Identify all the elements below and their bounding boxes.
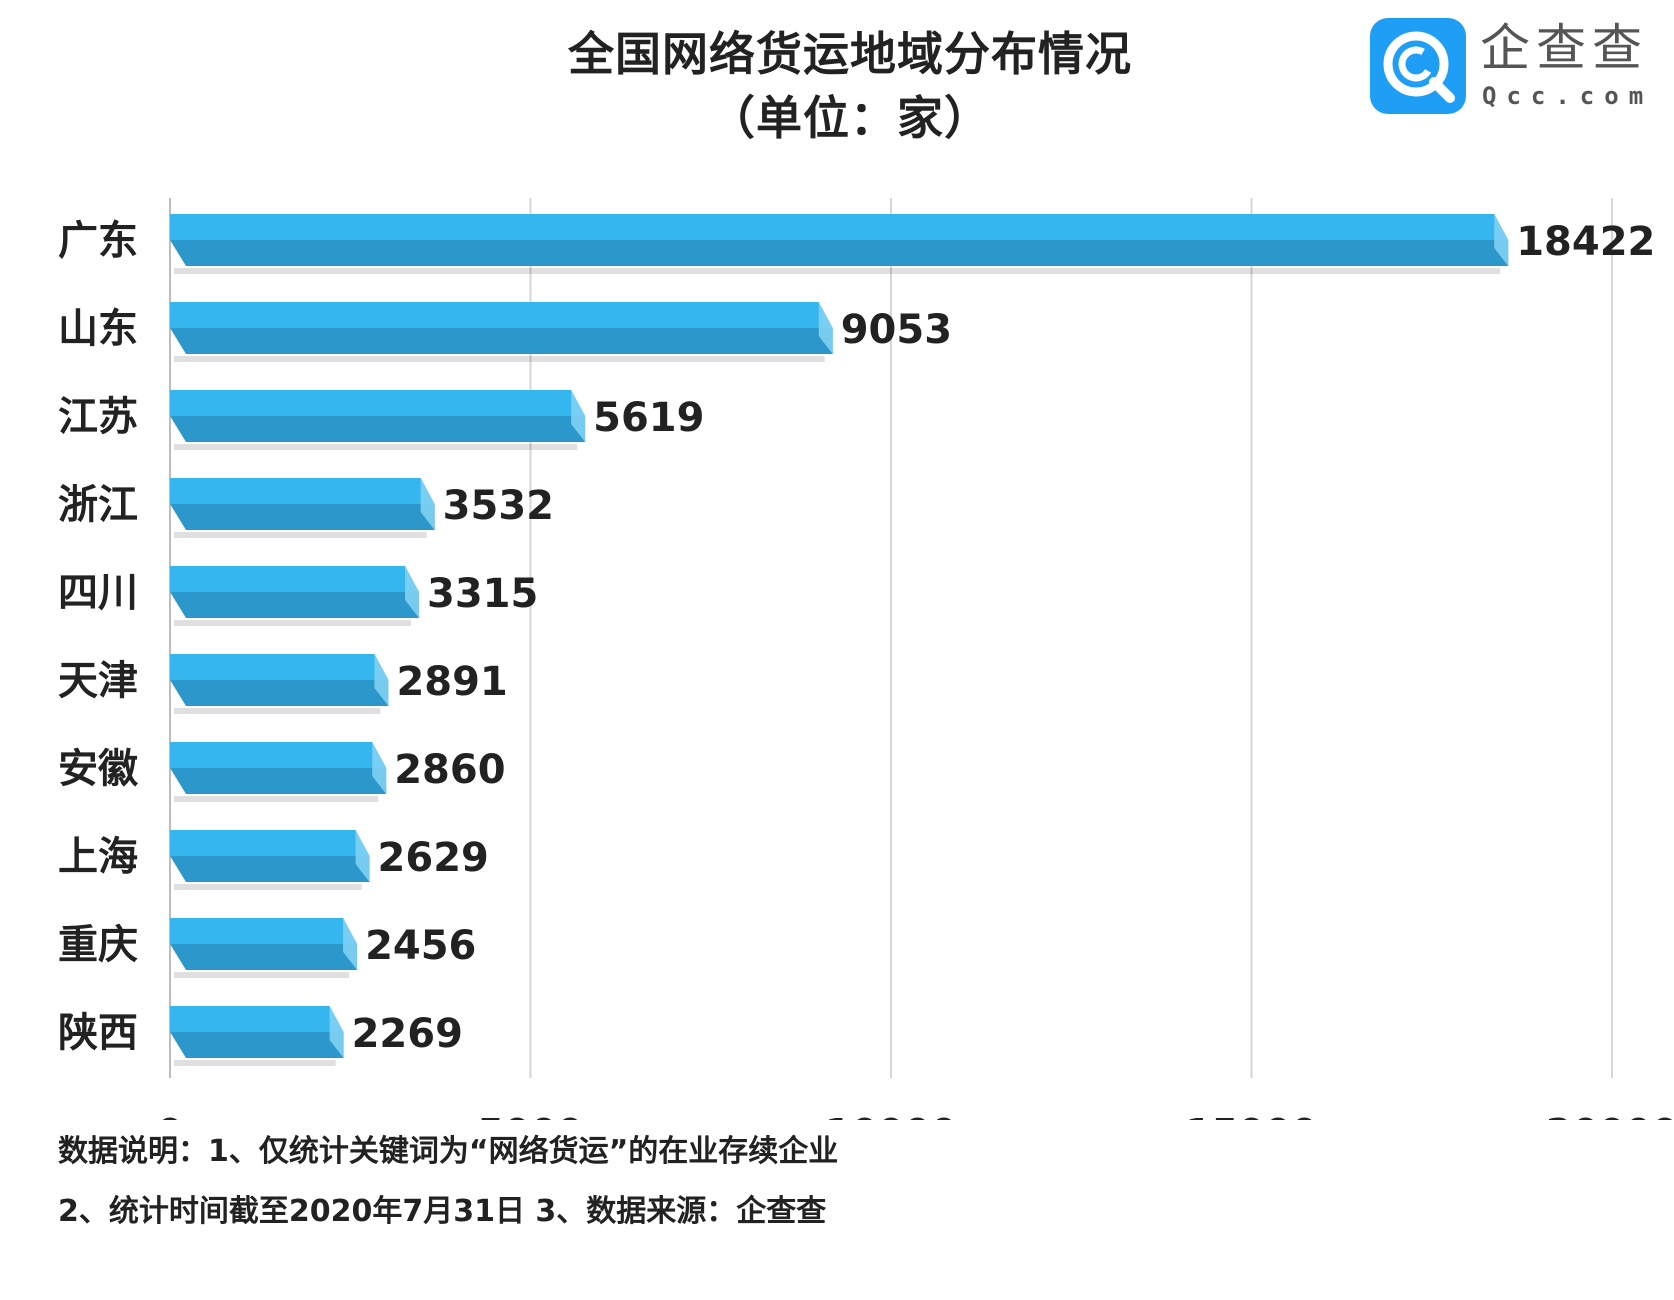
logo-name: 企查查 bbox=[1480, 19, 1648, 77]
x-tick-label: 10000 bbox=[825, 1111, 957, 1120]
bar-shadow bbox=[174, 532, 427, 538]
bar-top bbox=[170, 1006, 344, 1032]
bar-shadow bbox=[174, 796, 379, 802]
bar-top bbox=[170, 214, 1509, 240]
bar-top bbox=[170, 918, 358, 944]
x-tick-label: 20000 bbox=[1546, 1111, 1674, 1120]
bar-shadow bbox=[174, 972, 350, 978]
bar-shadow bbox=[174, 268, 1501, 274]
value-label: 5619 bbox=[593, 395, 704, 441]
category-label: 江苏 bbox=[58, 394, 138, 440]
bar-shadow bbox=[174, 620, 412, 626]
category-label: 重庆 bbox=[58, 922, 138, 968]
value-label: 18422 bbox=[1516, 219, 1655, 265]
bar-bottom bbox=[170, 592, 420, 618]
bar-end bbox=[329, 1006, 344, 1058]
bar-end bbox=[405, 566, 420, 618]
bar-top bbox=[170, 478, 435, 504]
bar-end bbox=[420, 478, 435, 530]
x-tick-label: 0 bbox=[157, 1111, 183, 1120]
bar-bottom bbox=[170, 240, 1509, 266]
bar-top bbox=[170, 390, 586, 416]
category-label: 四川 bbox=[58, 570, 138, 616]
value-label: 2269 bbox=[352, 1011, 463, 1057]
footnote-line-1: 数据说明：1、仅统计关键词为“网络货运”的在业存续企业 bbox=[58, 1134, 839, 1169]
value-label: 9053 bbox=[841, 307, 952, 353]
value-label: 2891 bbox=[396, 659, 507, 705]
category-label: 广东 bbox=[58, 218, 138, 264]
bar-bottom bbox=[170, 416, 586, 442]
bar-top bbox=[170, 566, 420, 592]
category-label: 山东 bbox=[58, 306, 138, 352]
bar-end bbox=[372, 742, 387, 794]
bar-top bbox=[170, 654, 389, 680]
chart-title: 全国网络货运地域分布情况 bbox=[568, 27, 1132, 81]
bar-bottom bbox=[170, 328, 833, 354]
bar-top bbox=[170, 742, 387, 768]
bar-end bbox=[818, 302, 833, 354]
category-label: 安徽 bbox=[58, 746, 139, 792]
footnote-line-2: 2、统计时间截至2020年7月31日 3、数据来源：企查查 bbox=[58, 1194, 827, 1229]
value-label: 2456 bbox=[365, 923, 476, 969]
bar-end bbox=[571, 390, 586, 442]
bar-shadow bbox=[174, 708, 381, 714]
category-label: 浙江 bbox=[58, 482, 138, 528]
bar-end bbox=[343, 918, 358, 970]
brand-logo: 企查查 Qcc.com bbox=[1370, 18, 1660, 114]
logo-domain: Qcc.com bbox=[1482, 82, 1654, 110]
chart-subtitle: （单位：家） bbox=[709, 91, 991, 145]
bar-shadow bbox=[174, 356, 825, 362]
bar-end bbox=[1494, 214, 1509, 266]
qcc-logo-icon bbox=[1370, 18, 1466, 114]
value-label: 3315 bbox=[427, 571, 538, 617]
bar-top bbox=[170, 302, 833, 328]
category-label: 陕西 bbox=[58, 1010, 138, 1056]
value-label: 2629 bbox=[378, 835, 489, 881]
x-tick-label: 15000 bbox=[1185, 1111, 1317, 1120]
bar-shadow bbox=[174, 884, 362, 890]
bar-bottom bbox=[170, 944, 358, 970]
chart-title-block: 全国网络货运地域分布情况 （单位：家） bbox=[0, 22, 1674, 150]
bar-end bbox=[374, 654, 389, 706]
x-tick-label: 5000 bbox=[478, 1111, 584, 1120]
bar-end bbox=[355, 830, 370, 882]
category-label: 天津 bbox=[58, 658, 138, 704]
bar-bottom bbox=[170, 504, 435, 530]
value-label: 3532 bbox=[443, 483, 554, 529]
bar-bottom bbox=[170, 856, 370, 882]
category-label: 上海 bbox=[58, 834, 138, 880]
bar-chart: 0 5000 10000 15000 20000 广东 18422 山东 9053 江苏 5619 浙… bbox=[58, 198, 1674, 1120]
value-label: 2860 bbox=[394, 747, 505, 793]
bar-bottom bbox=[170, 1032, 344, 1058]
bar-top bbox=[170, 830, 370, 856]
bar-shadow bbox=[174, 444, 578, 450]
bar-bottom bbox=[170, 680, 389, 706]
bar-bottom bbox=[170, 768, 387, 794]
bar-shadow bbox=[174, 1060, 336, 1066]
